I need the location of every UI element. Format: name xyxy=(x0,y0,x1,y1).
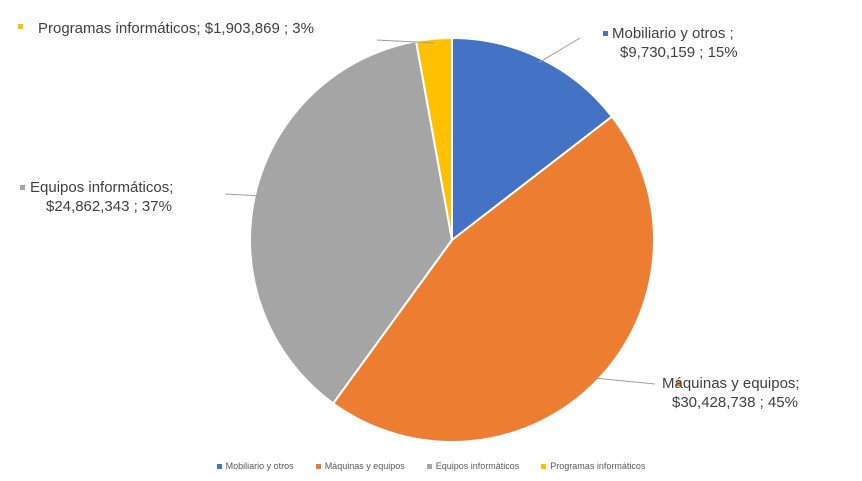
label-key-equipos-informaticos xyxy=(20,185,25,190)
leader-line-equipos-informaticos xyxy=(224,193,260,197)
pie-slice-equipos-informaticos xyxy=(249,40,454,405)
legend-swatch-equipos-informaticos xyxy=(426,463,432,469)
legend-swatch-mobiliario xyxy=(216,463,222,469)
pie-slice-maquinas xyxy=(331,115,655,443)
legend-item-equipos-informaticos: Equipos informáticos xyxy=(426,461,520,471)
legend-swatch-maquinas xyxy=(315,463,321,469)
leader-line-maquinas xyxy=(593,377,656,385)
label-key-maquinas xyxy=(676,381,681,386)
legend-swatch-programas xyxy=(541,463,547,469)
pie-slice-programas xyxy=(414,36,453,241)
data-label-mobiliario-line2: $9,730,159 ; 15% xyxy=(620,44,738,61)
pie-chart: Mobiliario y otros ; $9,730,159 ; 15% Máqu… xyxy=(18,20,800,443)
data-label-maquinas-line2: $30,428,738 ; 45% xyxy=(672,394,798,411)
legend-item-mobiliario: Mobiliario y otros xyxy=(216,461,294,471)
legend-label-equipos-informaticos: Equipos informáticos xyxy=(435,461,520,471)
leader-line-mobiliario xyxy=(539,37,581,63)
legend-item-maquinas: Máquinas y equipos xyxy=(315,461,405,471)
data-label-mobiliario-line1: Mobiliario y otros ; xyxy=(612,25,734,42)
pie-slice-mobiliario xyxy=(451,36,614,243)
data-label-equipos-informaticos-line2: $24,862,343 ; 37% xyxy=(46,198,172,215)
data-label-equipos-informaticos-line1: Equipos informáticos; xyxy=(30,179,173,196)
data-label-programas-line1: Programas informáticos; $1,903,869 ; 3% xyxy=(38,20,314,37)
data-label-maquinas-line1: Máquinas y equipos; xyxy=(662,375,800,392)
label-key-mobiliario xyxy=(603,31,608,36)
leader-line-programas xyxy=(376,39,435,44)
legend-label-programas: Programas informáticos xyxy=(550,461,646,471)
legend-label-maquinas: Máquinas y equipos xyxy=(324,461,405,471)
label-key-programas xyxy=(18,24,23,29)
legend-item-programas: Programas informáticos xyxy=(541,461,645,471)
chart-legend: Mobiliario y otros Máquinas y equipos Eq… xyxy=(0,461,862,471)
legend-label-mobiliario: Mobiliario y otros xyxy=(225,461,294,471)
